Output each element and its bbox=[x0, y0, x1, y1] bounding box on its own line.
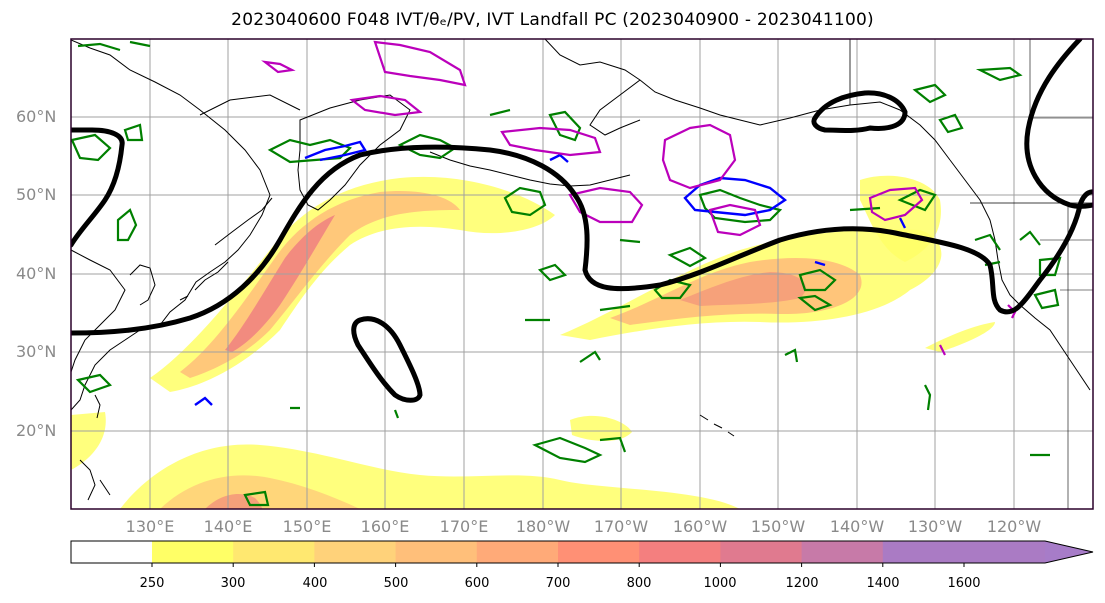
pv-magenta-contours bbox=[261, 40, 1017, 356]
lon-tick-label: 120°W bbox=[986, 517, 1042, 536]
ivt-plume-east-core bbox=[680, 272, 806, 306]
pc-contour-northeast bbox=[1024, 39, 1093, 209]
colorbar-tick-label: 1600 bbox=[947, 576, 981, 591]
coast-okhotsk bbox=[199, 94, 301, 116]
colorbar-outline bbox=[70, 540, 1094, 564]
ivt-ribbon-ca bbox=[925, 322, 995, 352]
colorbar-segment bbox=[476, 541, 559, 563]
pc-contour-closed-low bbox=[351, 316, 423, 403]
border-interior-1 bbox=[1029, 39, 1093, 509]
map-title: 2023040600 F048 IVT/θₑ/PV, IVT Landfall … bbox=[231, 10, 874, 30]
colorbar bbox=[70, 540, 1094, 567]
colorbar-segment bbox=[720, 541, 803, 563]
coast-philippines bbox=[79, 459, 111, 501]
colorbar-segment bbox=[882, 541, 1045, 563]
lat-tick-label: 60°N bbox=[16, 107, 57, 126]
lat-tick-label: 50°N bbox=[16, 185, 57, 204]
coast-alaska bbox=[544, 39, 951, 161]
lon-tick-label: 130°W bbox=[907, 517, 963, 536]
map-frame bbox=[70, 38, 1094, 510]
colorbar-tick-label: 800 bbox=[626, 576, 652, 591]
colorbar-tick-label: 700 bbox=[545, 576, 571, 591]
lon-tick-label: 160°W bbox=[672, 517, 728, 536]
colorbar-extend-arrow bbox=[1045, 541, 1093, 563]
colorbar-segment bbox=[152, 541, 234, 563]
lon-tick-label: 170°E bbox=[439, 517, 489, 536]
lon-tick-label: 140°E bbox=[203, 517, 253, 536]
pc-contour-northwest bbox=[71, 127, 125, 248]
pc-contour-alaska bbox=[811, 90, 908, 133]
coast-asia bbox=[71, 39, 271, 411]
colorbar-tick-label: 250 bbox=[139, 576, 165, 591]
colorbar-segment bbox=[233, 541, 315, 563]
colorbar-tick-label: 1400 bbox=[866, 576, 900, 591]
lat-tick-label: 30°N bbox=[16, 342, 57, 361]
lon-tick-label: 170°W bbox=[593, 517, 649, 536]
pc-contour-main-west bbox=[71, 144, 1093, 336]
lat-tick-label: 20°N bbox=[16, 421, 57, 440]
colorbar-tick-label: 400 bbox=[302, 576, 328, 591]
landfall-pc-contours bbox=[71, 39, 1093, 403]
lat-tick-label: 40°N bbox=[16, 264, 57, 283]
coast-alaska-west bbox=[589, 79, 641, 136]
colorbar-segment bbox=[639, 541, 721, 563]
colorbar-tick-label: 500 bbox=[383, 576, 409, 591]
colorbar-segments bbox=[151, 541, 1045, 567]
coast-na-west bbox=[949, 159, 1091, 391]
coast-japan bbox=[179, 197, 273, 301]
coast-taiwan bbox=[94, 394, 101, 419]
pv-blue-contours bbox=[194, 140, 907, 406]
lon-tick-label: 150°E bbox=[282, 517, 332, 536]
coast-korea bbox=[129, 264, 156, 306]
ivt-tropical-spot bbox=[570, 415, 632, 441]
coast-aleutians bbox=[429, 151, 631, 187]
lon-tick-label: 140°W bbox=[829, 517, 885, 536]
lon-tick-label: 180°W bbox=[515, 517, 571, 536]
ivt-tropical-band bbox=[71, 412, 106, 470]
colorbar-tick-label: 300 bbox=[220, 576, 246, 591]
coast-china bbox=[71, 249, 126, 373]
colorbar-tick-label: 600 bbox=[464, 576, 490, 591]
colorbar-tick-label: 1000 bbox=[703, 576, 737, 591]
colorbar-white-segment bbox=[71, 541, 152, 563]
lon-tick-label: 160°E bbox=[360, 517, 410, 536]
lon-tick-label: 150°W bbox=[750, 517, 806, 536]
ivt-tropical-band-4 bbox=[205, 493, 262, 509]
colorbar-segment bbox=[314, 541, 397, 563]
lon-tick-label: 130°E bbox=[125, 517, 175, 536]
coast-hawaii bbox=[699, 414, 735, 437]
colorbar-segment bbox=[801, 541, 884, 563]
colorbar-tick-label: 1200 bbox=[785, 576, 819, 591]
colorbar-segment bbox=[395, 541, 478, 563]
colorbar-segment bbox=[558, 541, 640, 563]
